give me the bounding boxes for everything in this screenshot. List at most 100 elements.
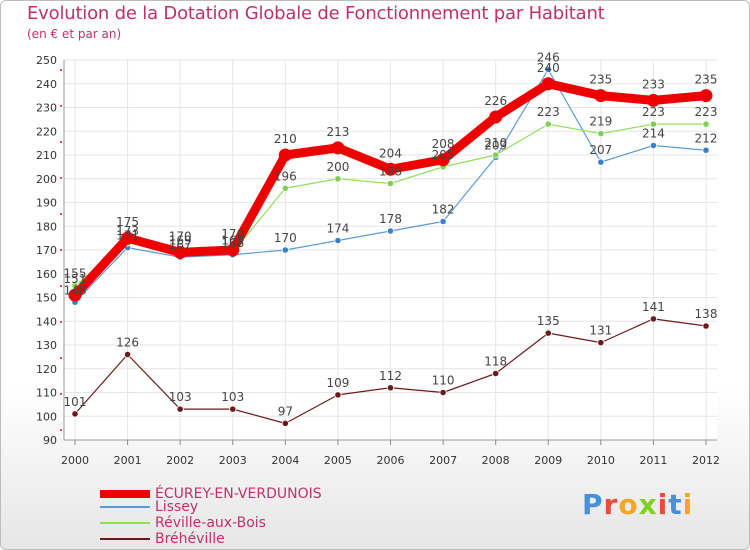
data-point-breheville [702, 322, 710, 330]
data-point-ecurey-en-verdunois [278, 148, 292, 162]
data-point-reville-aux-bois [702, 120, 710, 128]
data-label-reville-aux-bois: 210 [484, 136, 507, 150]
logo-letter: o [618, 488, 639, 521]
legend-item-reville: Réville-aux-Bois [100, 515, 360, 531]
data-point-reville-aux-bois [649, 120, 658, 128]
data-point-ecurey-en-verdunois [384, 162, 397, 176]
y-tick-label: 90 [43, 434, 57, 447]
x-tick-label: 2011 [639, 454, 667, 467]
y-tick-label: 130 [36, 339, 57, 352]
y-tick-label: 150 [36, 292, 57, 305]
data-label-reville-aux-bois: 223 [537, 105, 560, 119]
data-label-lissey: 178 [379, 212, 402, 226]
data-label-breheville: 103 [169, 390, 192, 404]
data-label-breheville: 118 [484, 355, 507, 369]
y-tick-label: 220 [36, 125, 57, 138]
data-point-ecurey-en-verdunois [489, 110, 503, 124]
data-point-breheville [544, 329, 552, 337]
data-label-reville-aux-bois: 200 [326, 160, 349, 174]
x-tick-label: 2000 [61, 454, 89, 467]
data-point-ecurey-en-verdunois [68, 288, 82, 302]
y-tick-label: 200 [36, 173, 57, 186]
y-tick-label: 210 [36, 149, 57, 162]
data-label-reville-aux-bois: 223 [642, 105, 665, 119]
legend-label-breheville: Bréhéville [155, 531, 225, 547]
y-tick-label: 170 [36, 244, 57, 257]
data-point-reville-aux-bois [544, 120, 552, 128]
data-point-ecurey-en-verdunois [331, 141, 345, 155]
data-point-lissey [334, 236, 342, 245]
data-label-lissey: 207 [589, 143, 612, 157]
y-tick-label: 250 [36, 54, 57, 67]
data-point-breheville [229, 405, 237, 413]
data-label-reville-aux-bois: 198 [379, 165, 402, 179]
logo-letter: t [668, 488, 683, 521]
data-label-breheville: 126 [116, 336, 139, 350]
data-point-ecurey-en-verdunois [594, 89, 608, 103]
data-point-reville-aux-bois [334, 175, 342, 183]
data-label-breheville: 97 [278, 404, 293, 418]
data-label-ecurey-en-verdunois: 210 [274, 132, 297, 146]
legend-label-ecurey: ÉCUREY-EN-VERDUNOIS [155, 486, 322, 502]
y-tick-label: 160 [36, 268, 57, 281]
data-label-ecurey-en-verdunois: 170 [169, 229, 192, 243]
data-point-breheville [176, 405, 184, 413]
data-label-breheville: 138 [695, 307, 718, 321]
x-tick-label: 2012 [692, 454, 720, 467]
data-label-reville-aux-bois: 173 [116, 224, 139, 238]
data-label-ecurey-en-verdunois: 226 [484, 94, 507, 108]
data-point-ecurey-en-verdunois [646, 93, 660, 107]
data-label-reville-aux-bois: 205 [432, 148, 455, 162]
data-label-breheville: 141 [642, 300, 665, 314]
y-tick-label: 240 [36, 78, 57, 91]
logo-letter: r [603, 488, 619, 521]
data-point-breheville [71, 410, 79, 418]
data-label-breheville: 109 [326, 376, 349, 390]
data-point-reville-aux-bois [597, 130, 605, 138]
logo-letter: i [657, 488, 669, 521]
data-label-ecurey-en-verdunois: 204 [379, 146, 402, 160]
legend-swatch-breheville [100, 538, 150, 540]
x-tick-label: 2006 [377, 454, 405, 467]
data-point-lissey [702, 146, 710, 154]
data-point-lissey [649, 141, 658, 150]
data-point-breheville [334, 391, 342, 399]
data-label-breheville: 131 [589, 324, 612, 338]
legend-item-ecurey: ÉCUREY-EN-VERDUNOIS [100, 486, 360, 502]
data-point-lissey [386, 227, 395, 235]
y-tick-label: 110 [36, 387, 57, 400]
data-point-reville-aux-bois [281, 184, 289, 192]
x-tick-label: 2002 [166, 454, 194, 467]
data-label-ecurey-en-verdunois: 233 [642, 77, 665, 91]
y-tick-label: 100 [36, 410, 57, 423]
data-label-reville-aux-bois: 223 [695, 105, 718, 119]
x-tick-label: 2008 [482, 454, 510, 467]
data-label-breheville: 101 [64, 395, 87, 409]
data-point-breheville [386, 384, 395, 392]
y-tick-label: 230 [36, 102, 57, 115]
legend-item-breheville: Bréhéville [100, 531, 360, 547]
data-label-ecurey-en-verdunois: 235 [695, 73, 718, 87]
x-tick-label: 2009 [534, 454, 562, 467]
data-label-ecurey-en-verdunois: 240 [537, 61, 560, 75]
legend-swatch-lissey [100, 506, 150, 508]
data-label-breheville: 110 [432, 374, 455, 388]
data-label-lissey: 214 [642, 127, 665, 141]
y-tick-label: 190 [36, 197, 57, 210]
data-label-reville-aux-bois: 219 [589, 115, 612, 129]
data-point-ecurey-en-verdunois [436, 153, 450, 167]
data-point-ecurey-en-verdunois [226, 243, 240, 257]
data-label-ecurey-en-verdunois: 235 [589, 73, 612, 87]
data-label-lissey: 174 [326, 222, 349, 236]
data-label-ecurey-en-verdunois: 213 [326, 125, 349, 139]
data-point-breheville [439, 388, 447, 397]
data-label-lissey: 171 [116, 229, 139, 243]
legend-item-lissey: Lissey [100, 499, 360, 515]
data-point-breheville [123, 350, 132, 359]
data-label-ecurey-en-verdunois: 151 [64, 272, 87, 286]
logo-letter: x [638, 488, 658, 521]
data-point-lissey [597, 158, 605, 166]
data-point-reville-aux-bois [492, 151, 500, 159]
data-label-lissey: 148 [64, 283, 87, 297]
data-point-breheville [281, 419, 289, 427]
